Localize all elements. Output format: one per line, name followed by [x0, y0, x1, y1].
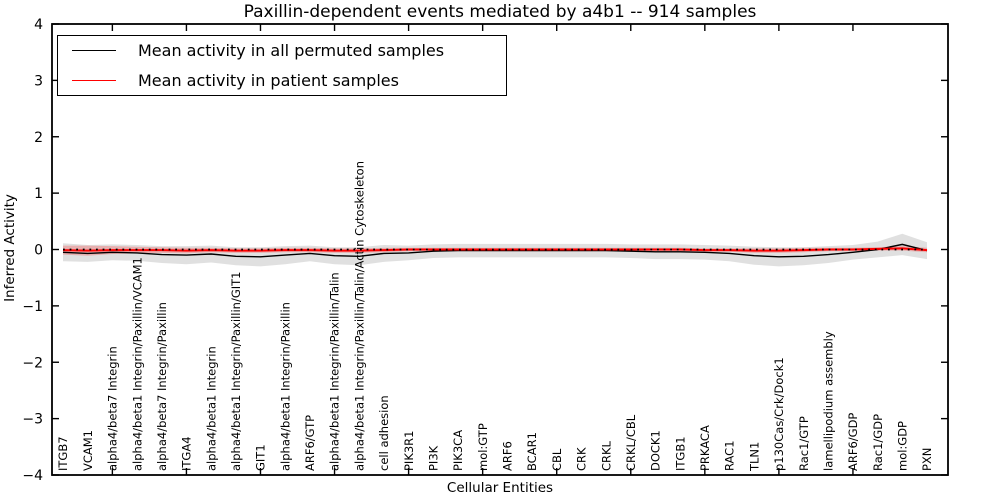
- x-category-label: ARF6: [501, 441, 515, 471]
- x-category-label: VCAM1: [81, 430, 95, 471]
- x-category-label: p130Cas/Crk/Dock1: [772, 357, 786, 471]
- legend-entry-permuted: Mean activity in all permuted samples: [58, 38, 506, 64]
- legend-box: Mean activity in all permuted samples Me…: [57, 35, 507, 96]
- x-category-label: alpha4/beta1 Integrin/Paxillin/VCAM1: [130, 257, 144, 471]
- x-category-label: alpha4/beta1 Integrin/Paxillin/GIT1: [229, 272, 243, 471]
- x-category-label: GIT1: [254, 444, 268, 471]
- x-category-label: CBL: [550, 448, 564, 471]
- x-category-label: ITGA4: [180, 436, 194, 471]
- legend-line-patient-icon: [72, 80, 116, 81]
- x-category-label: Rac1/GTP: [797, 416, 811, 471]
- y-axis-label: Inferred Activity: [2, 194, 18, 302]
- y-tick-label: −3: [22, 412, 43, 428]
- x-category-label: alpha4/beta1 Integrin/Paxillin/Talin: [328, 272, 342, 471]
- x-category-label: mol:GTP: [476, 423, 490, 471]
- x-category-label: BCAR1: [525, 432, 539, 471]
- y-tick-label: −1: [22, 299, 43, 315]
- x-category-label: ITGB1: [673, 436, 687, 471]
- x-category-label: cell adhesion: [377, 395, 391, 471]
- x-category-label: lamellipodium assembly: [821, 331, 835, 471]
- x-category-label: PIK3R1: [402, 431, 416, 472]
- y-tick-label: −2: [22, 355, 43, 371]
- x-category-label: alpha4/beta1 Integrin: [204, 346, 218, 471]
- legend-label-patient: Mean activity in patient samples: [138, 71, 399, 90]
- x-category-label: ARF6/GTP: [303, 415, 317, 471]
- legend-entry-patient: Mean activity in patient samples: [58, 68, 506, 94]
- x-category-label: ITGB7: [56, 436, 70, 471]
- x-category-label: alpha4/beta7 Integrin: [106, 346, 120, 471]
- legend-label-permuted: Mean activity in all permuted samples: [138, 41, 445, 60]
- x-category-label: CRKL: [599, 440, 613, 471]
- x-category-label: alpha4/beta7 Integrin/Paxillin: [155, 302, 169, 471]
- x-category-label: PIK3CA: [451, 430, 465, 471]
- x-category-label: CRKL/CBL: [624, 414, 638, 471]
- y-tick-label: 0: [34, 243, 43, 259]
- x-category-label: Rac1/GDP: [871, 414, 885, 471]
- x-category-label: RAC1: [723, 440, 737, 471]
- x-axis-label: Cellular Entities: [446, 480, 554, 496]
- chart-title: Paxillin-dependent events mediated by a4…: [243, 2, 757, 22]
- x-category-label: DOCK1: [649, 430, 663, 471]
- x-category-label: alpha4/beta1 Integrin/Paxillin/Talin/Act…: [352, 161, 366, 471]
- y-tick-label: 1: [34, 186, 43, 202]
- x-category-label: PI3K: [426, 445, 440, 471]
- x-category-label: CRK: [575, 447, 589, 471]
- y-tick-label: −4: [22, 468, 43, 484]
- permuted-mean-line: [62, 243, 928, 258]
- x-category-label: PXN: [920, 448, 934, 471]
- x-category-label: alpha4/beta1 Integrin/Paxillin: [278, 302, 292, 471]
- x-category-label: ARF6/GDP: [846, 413, 860, 471]
- x-category-label: mol:GDP: [896, 421, 910, 471]
- x-category-label: PRKACA: [698, 425, 712, 471]
- y-tick-label: 4: [34, 17, 43, 33]
- legend-line-permuted-icon: [72, 50, 116, 51]
- y-tick-label: 2: [34, 130, 43, 146]
- x-category-label: TLN1: [747, 442, 761, 472]
- y-tick-label: 3: [34, 73, 43, 89]
- patient-mean-line: [62, 247, 928, 252]
